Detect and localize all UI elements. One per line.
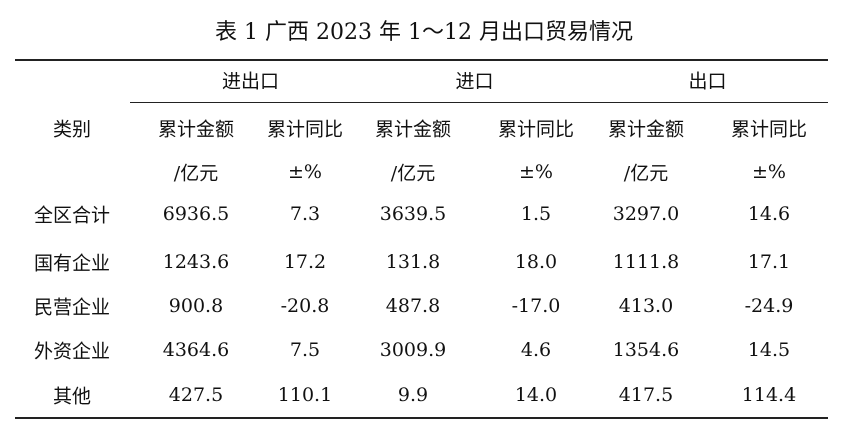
bottom-rule — [15, 417, 828, 419]
cell: 9.9 — [397, 384, 429, 406]
cell: 14.0 — [514, 384, 558, 406]
cell: -24.9 — [744, 295, 794, 317]
cell: 427.5 — [168, 384, 224, 406]
row-label: 民营企业 — [33, 296, 111, 319]
row-label: 其他 — [52, 385, 92, 408]
cell: 114.4 — [741, 384, 797, 406]
cell: 1354.6 — [612, 339, 680, 361]
group-header: 出口 — [688, 70, 727, 93]
row-label: 全区合计 — [33, 204, 111, 227]
column-unit: ±% — [519, 161, 553, 183]
cell: 17.1 — [747, 251, 791, 273]
row-label: 外资企业 — [33, 340, 111, 363]
cell: 110.1 — [277, 384, 333, 406]
cell: 17.2 — [283, 251, 327, 273]
cell: 413.0 — [618, 295, 674, 317]
cell: 417.5 — [618, 384, 674, 406]
cell: 1111.8 — [612, 251, 680, 273]
cell: 4.6 — [520, 339, 552, 361]
cell: 14.5 — [747, 339, 791, 361]
cell: 18.0 — [514, 251, 558, 273]
column-unit: /亿元 — [623, 162, 669, 185]
column-header: 累计金额 — [157, 118, 235, 141]
column-unit: /亿元 — [390, 162, 436, 185]
row-label: 国有企业 — [33, 252, 111, 275]
cell: 131.8 — [385, 251, 441, 273]
cell: 900.8 — [168, 295, 224, 317]
cell: 4364.6 — [162, 339, 230, 361]
group-header: 进出口 — [221, 70, 280, 93]
cell: 6936.5 — [162, 203, 230, 225]
column-header: 累计同比 — [497, 118, 575, 141]
column-header: 累计金额 — [607, 118, 685, 141]
column-header: 累计同比 — [266, 118, 344, 141]
column-header: 累计金额 — [374, 118, 452, 141]
column-unit: ±% — [288, 161, 322, 183]
column-header: 累计同比 — [730, 118, 808, 141]
corner-header: 类别 — [52, 118, 92, 141]
cell: 7.3 — [289, 203, 321, 225]
table-title: 表 1 广西 2023 年 1～12 月出口贸易情况 — [215, 20, 633, 45]
cell: 3297.0 — [612, 203, 680, 225]
column-unit: ±% — [752, 161, 786, 183]
cell: 14.6 — [747, 203, 791, 225]
cell: 3009.9 — [379, 339, 447, 361]
cell: -20.8 — [280, 295, 330, 317]
column-unit: /亿元 — [173, 162, 219, 185]
top-rule — [15, 59, 828, 61]
cell: 1.5 — [520, 203, 552, 225]
cell: 487.8 — [385, 295, 441, 317]
cell: -17.0 — [511, 295, 561, 317]
cell: 7.5 — [289, 339, 321, 361]
group-header: 进口 — [455, 70, 494, 93]
group-rule — [130, 102, 828, 103]
cell: 3639.5 — [379, 203, 447, 225]
cell: 1243.6 — [162, 251, 230, 273]
